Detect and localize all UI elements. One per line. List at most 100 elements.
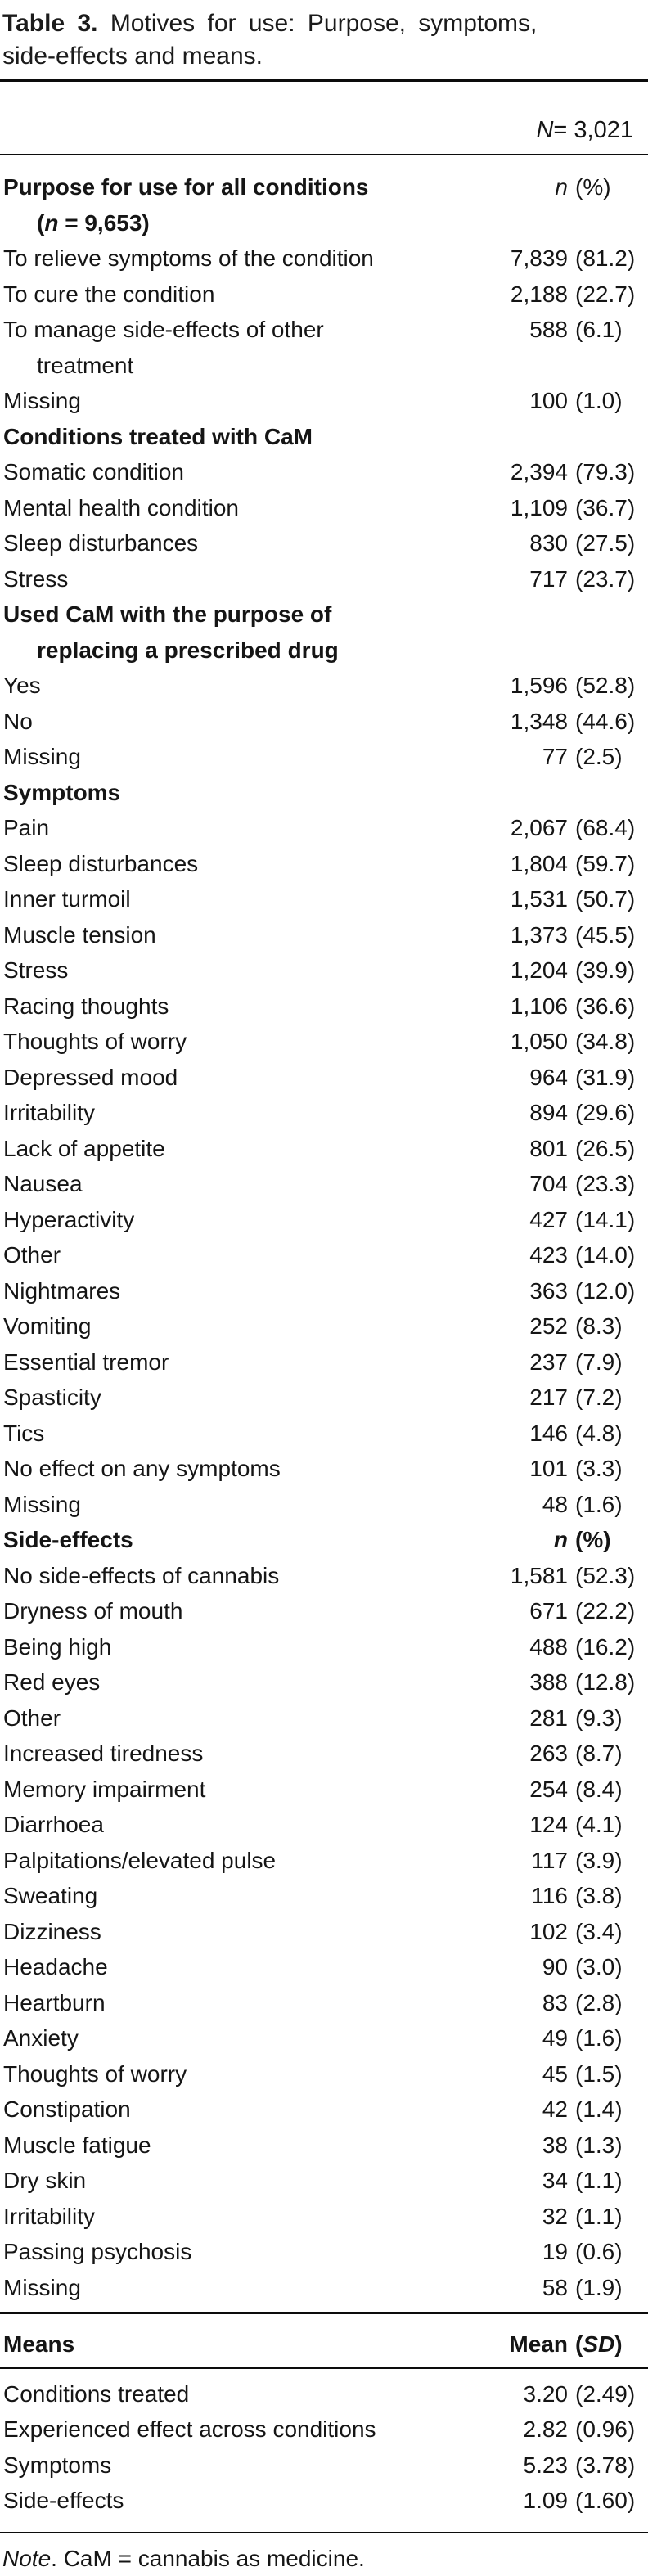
row-value: 32 (1.1) (447, 2199, 648, 2235)
text-run: 671 (529, 1598, 568, 1624)
row-label: To cure the condition (0, 277, 447, 313)
text-run: 2,188 (510, 281, 568, 307)
row-label-line: Dryness of mouth (3, 1598, 183, 1624)
text-run: 83 (542, 1989, 568, 2015)
table-row: Irritability 32 (1.1) (0, 2199, 648, 2235)
text-run: (36.7) (575, 494, 636, 520)
row-label-line: Nausea (3, 1171, 83, 1196)
text-run: 1.09 (523, 2488, 569, 2513)
table-row: Memory impairment 254 (8.4) (0, 1772, 648, 1808)
value-percent: (52.8) (568, 668, 648, 704)
row-label: Other (0, 1237, 447, 1273)
row-label: Thoughts of worry (0, 1024, 447, 1060)
value-count: 704 (447, 1166, 568, 1202)
section-header-row: Side-effects n (%) (0, 1522, 648, 1558)
section-header-row: Conditions treated with CaM (0, 419, 648, 455)
text-run: 281 (529, 1705, 568, 1731)
text-run: (%) (575, 174, 611, 200)
table-row: Tics 146 (4.8) (0, 1416, 648, 1452)
row-value: 45 (1.5) (447, 2056, 648, 2092)
row-label-line: No effect on any symptoms (3, 1456, 281, 1481)
row-label-line: Being high (3, 1633, 112, 1660)
value-percent: (68.4) (568, 810, 648, 846)
rule-below-header (0, 154, 648, 155)
row-label-line: Symptoms (3, 775, 447, 811)
value-percent: (9.3) (568, 1700, 648, 1736)
text-run: ) (614, 2331, 623, 2357)
row-value: 48 (1.6) (447, 1487, 648, 1523)
text-run: (3.3) (575, 1456, 623, 1481)
text-run: (26.5) (575, 1135, 636, 1161)
row-label-line: Passing psychosis (3, 2239, 192, 2264)
row-value: 1,596 (52.8) (447, 668, 648, 704)
value-count: 146 (447, 1416, 568, 1452)
row-label-line: Palpitations/elevated pulse (3, 1847, 277, 1873)
row-label-line: Hyperactivity (3, 1206, 135, 1232)
row-value: 894 (29.6) (447, 1095, 648, 1131)
text-run: side-effects and means. (2, 43, 263, 70)
value-percent: (8.7) (568, 1736, 648, 1772)
table-row: Heartburn 83 (2.8) (0, 1985, 648, 2021)
row-value: 2,067 (68.4) (447, 810, 648, 846)
text-run: (8.3) (575, 1313, 623, 1339)
table-row: Missing 58 (1.9) (0, 2270, 648, 2306)
value-count: 1,531 (447, 881, 568, 917)
value-percent: (1.9) (568, 2270, 648, 2306)
text-run: 5.23 (523, 2452, 569, 2478)
value-count: 116 (447, 1878, 568, 1914)
value-count: 1,348 (447, 704, 568, 740)
table-row: Nausea 704 (23.3) (0, 1166, 648, 1202)
row-label: Pain (0, 810, 447, 846)
text-run: 1,596 (510, 673, 568, 698)
row-label: Missing (0, 383, 447, 419)
text-run: (4.1) (575, 1812, 623, 1837)
row-label-line: Side-effects (3, 2488, 124, 2513)
text-run: 423 (529, 1242, 568, 1268)
value-percent: (%) (568, 169, 648, 205)
table-row: Somatic condition 2,394 (79.3) (0, 454, 648, 490)
value-percent: (22.7) (568, 277, 648, 313)
table-row: Increased tiredness 263 (8.7) (0, 1736, 648, 1772)
table-row: Mental health condition 1,109 (36.7) (0, 490, 648, 526)
row-value: 1,109 (36.7) (447, 490, 648, 526)
text-run: (23.3) (575, 1171, 636, 1196)
value-count: 1,596 (447, 668, 568, 704)
value-count: 363 (447, 1273, 568, 1309)
value-count: 237 (447, 1344, 568, 1380)
value-percent: (2.49) (568, 2376, 648, 2412)
text-run: (2.8) (575, 1989, 623, 2015)
text-run: (1.1) (575, 2203, 623, 2229)
value-percent: (8.4) (568, 1772, 648, 1808)
row-label: Hyperactivity (0, 1202, 447, 1238)
text-run: 49 (542, 2025, 568, 2051)
row-value: 1,581 (52.3) (447, 1558, 648, 1594)
value-percent: (12.8) (568, 1664, 648, 1700)
row-label-line: Tics (3, 1420, 45, 1446)
row-label: To relieve symptoms of the condition (0, 241, 447, 277)
value-count: 34 (447, 2163, 568, 2199)
text-run: 1,804 (510, 850, 568, 876)
row-label-wrapped-line: treatment (37, 352, 134, 378)
section-header-row: Used CaM with the purpose of replacing a … (0, 597, 648, 668)
value-count: 2,188 (447, 277, 568, 313)
table-row: Pain 2,067 (68.4) (0, 810, 648, 846)
row-label: Symptoms (0, 2448, 447, 2484)
row-value: 704 (23.3) (447, 1166, 648, 1202)
row-label: Other (0, 1700, 447, 1736)
value-count: 427 (447, 1202, 568, 1238)
value-count: 488 (447, 1629, 568, 1665)
rule-means-top (0, 2312, 648, 2314)
row-label: Yes (0, 668, 447, 704)
row-label: No effect on any symptoms (0, 1451, 447, 1487)
row-label-line: Symptoms (3, 2452, 112, 2478)
value-percent: (26.5) (568, 1131, 648, 1167)
table-row: Essential tremor 237 (7.9) (0, 1344, 648, 1380)
row-label-line: Muscle fatigue (3, 2132, 151, 2158)
row-label: Side-effects (0, 2483, 447, 2519)
value-count: 90 (447, 1949, 568, 1985)
row-label: Sleep disturbances (0, 846, 447, 882)
row-label: Memory impairment (0, 1772, 447, 1808)
text-run: (23.7) (575, 565, 636, 592)
text-run: (44.6) (575, 708, 636, 734)
text-run: 116 (531, 1883, 568, 1908)
